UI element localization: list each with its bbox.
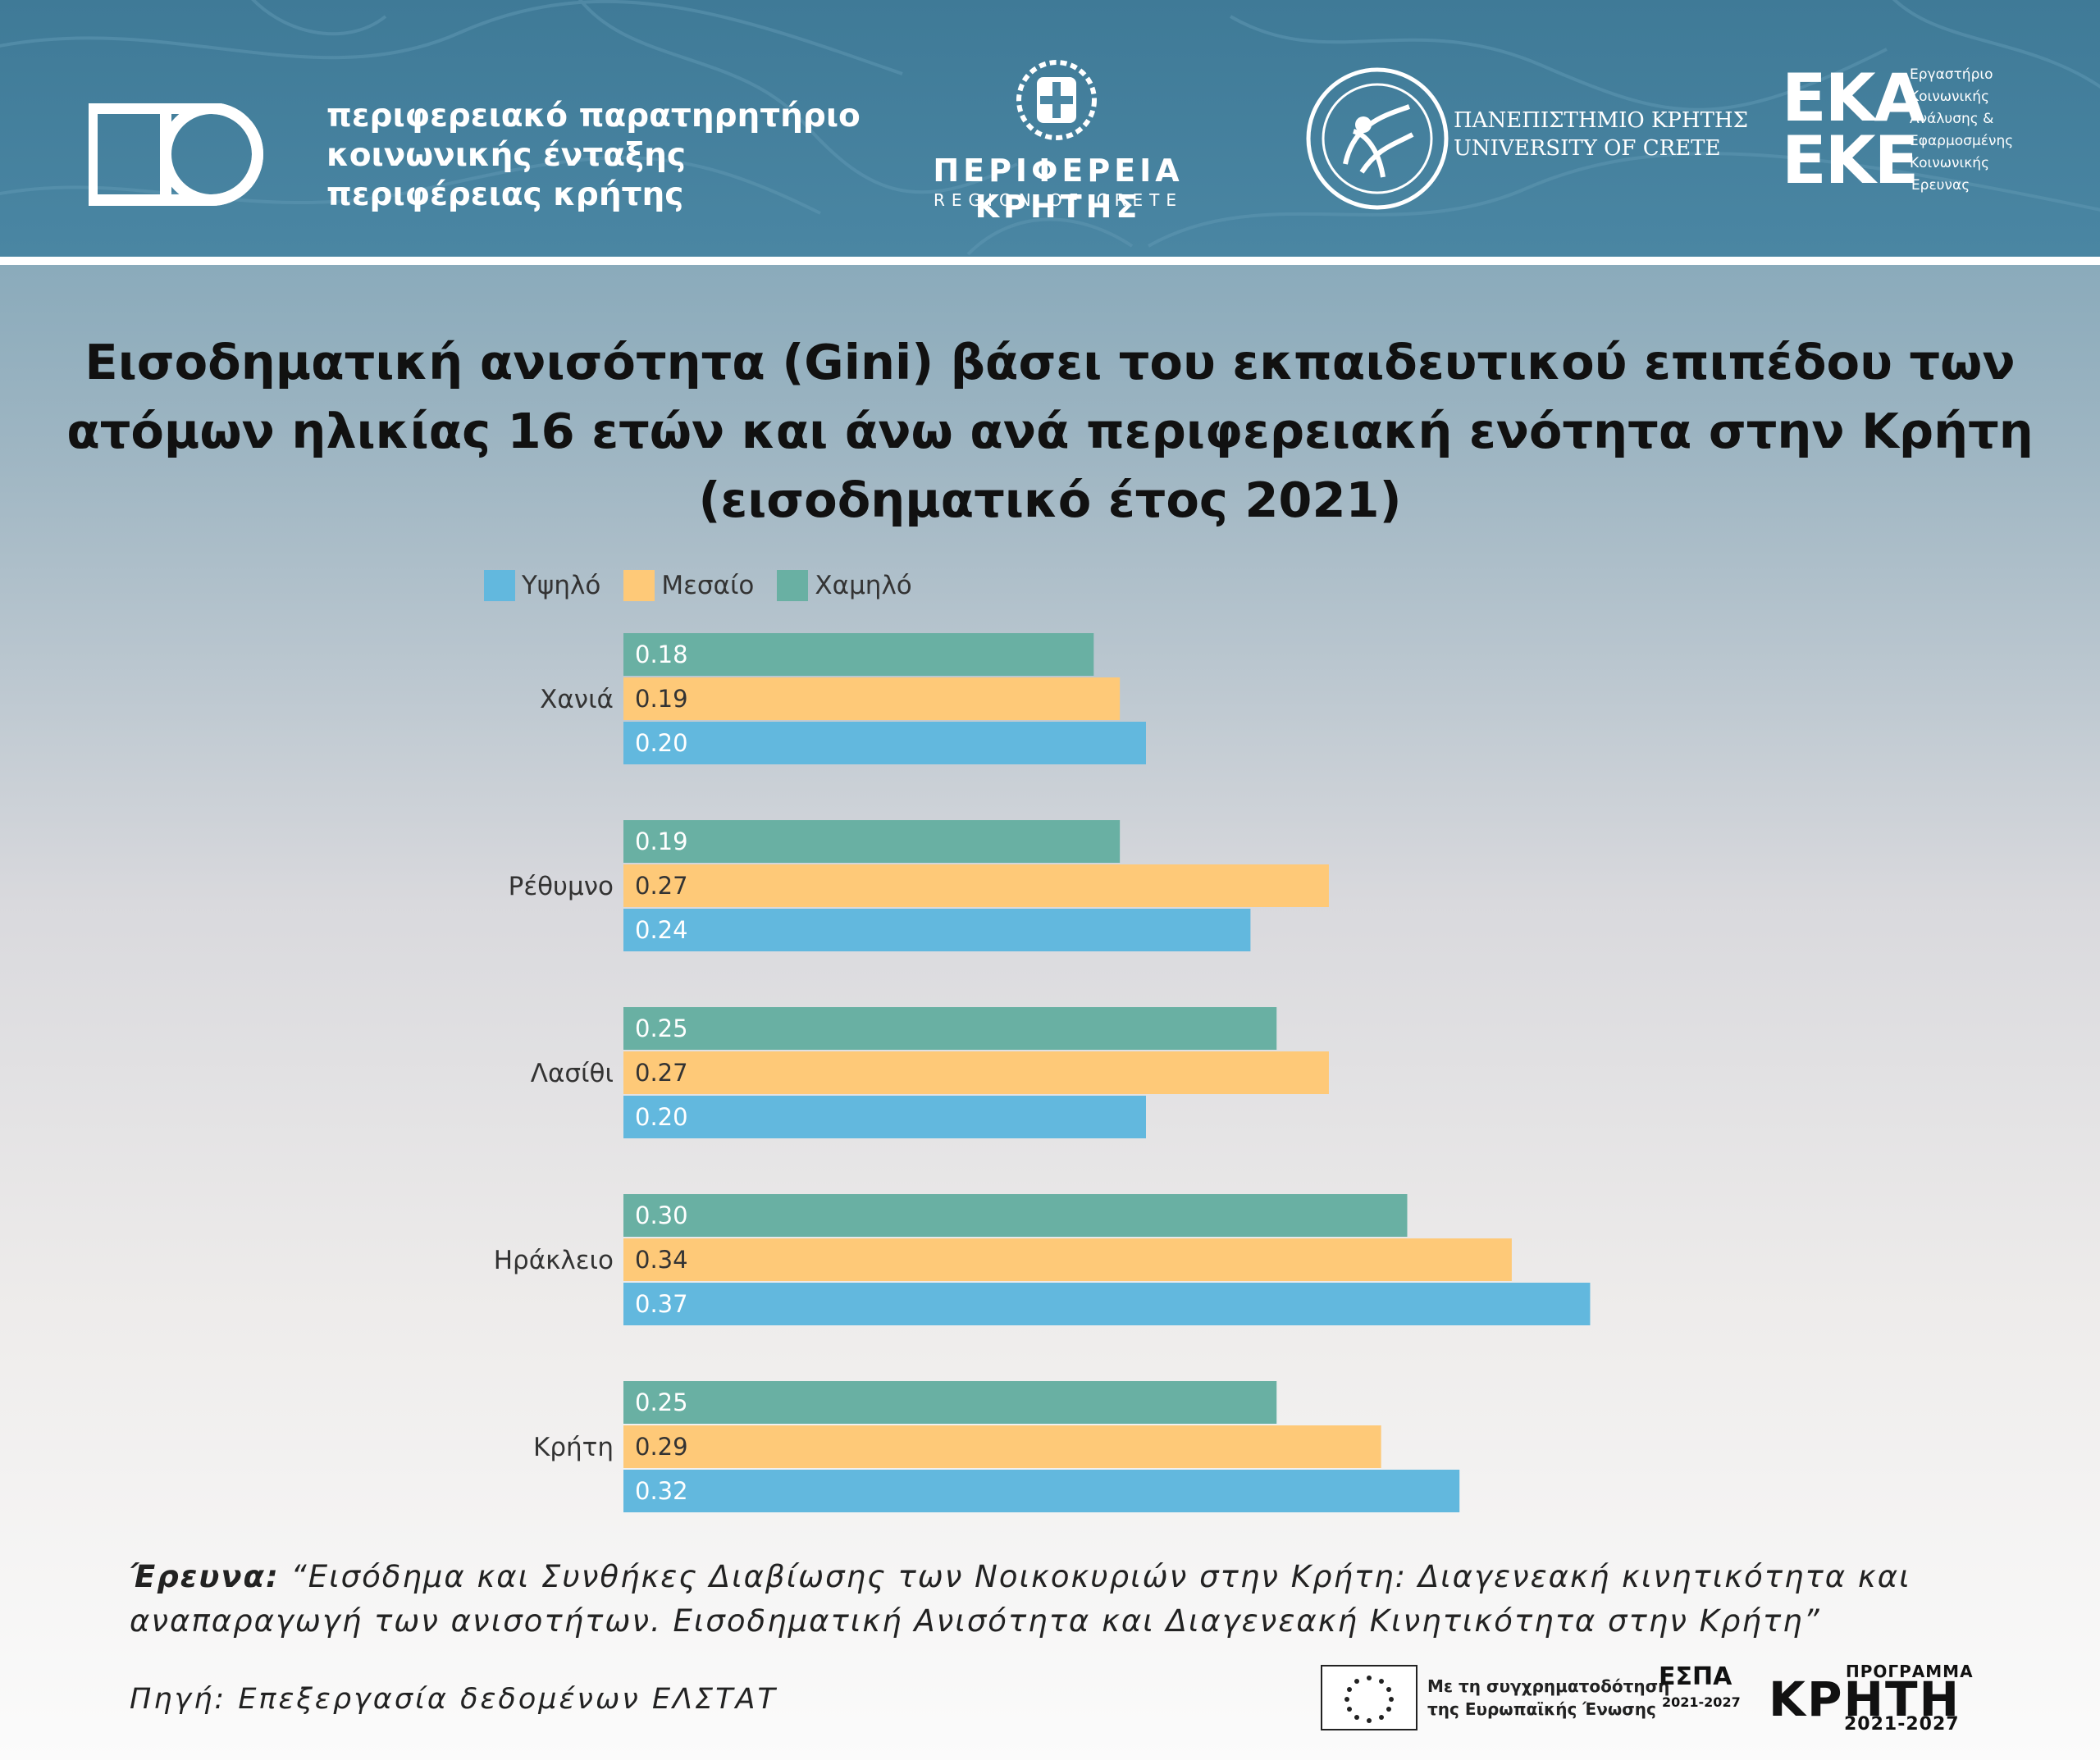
bar-high <box>623 1283 1591 1325</box>
category-label: Χανιά <box>540 685 614 714</box>
bar-medium <box>623 864 1329 907</box>
chart-title: Εισοδηματική ανισότητα (Gini) βάσει του … <box>49 328 2051 535</box>
bar-low <box>623 633 1094 676</box>
legend-item-low: Χαμηλό <box>777 570 912 601</box>
university-line-1: ΠΑΝΕΠΙΣΤΗΜΙΟ ΚΡΗΤΗΣ <box>1454 108 1748 133</box>
legend-label-medium: Μεσαίο <box>661 571 755 600</box>
bar-low <box>623 1007 1277 1050</box>
eka-small-6: Έρευνας <box>1910 177 1970 194</box>
bar-value-label: 0.27 <box>635 1059 688 1087</box>
bar-high <box>623 1470 1460 1512</box>
region-subtitle: REGION OF CRETE <box>934 190 1183 210</box>
observatory-logo-icon <box>89 103 263 206</box>
source-note: Πηγή: Επεξεργασία δεδομένων ΕΛΣΤΑΤ <box>130 1683 778 1716</box>
bar-value-label: 0.27 <box>635 872 688 900</box>
bar-value-label: 0.20 <box>635 1103 688 1131</box>
observatory-name: περιφερειακό παρατηρητήριο κοινωνικής έν… <box>326 97 861 215</box>
cofunding-text: Με τη συγχρηματοδότηση της Ευρωπαϊκής Έν… <box>1427 1675 1669 1721</box>
eka-small-5: Κοινωνικής <box>1910 155 1990 171</box>
category-label: Λασίθι <box>531 1059 614 1088</box>
bar-value-label: 0.37 <box>635 1290 688 1318</box>
title-line-1: Εισοδηματική ανισότητα (Gini) βάσει του … <box>84 334 2016 390</box>
cofund-line-1: Με τη συγχρηματοδότηση <box>1427 1676 1670 1696</box>
header-banner: περιφερειακό παρατηρητήριο κοινωνικής έν… <box>0 0 2100 257</box>
title-line-3: (εισοδηματικό έτος 2021) <box>698 472 1402 528</box>
eka-subtitle: Εργαστήριο Κοινωνικής Ανάλυσης & Εφαρμοσ… <box>1910 64 2013 197</box>
bar-medium <box>623 1425 1381 1468</box>
greek-emblem-icon <box>1016 60 1097 140</box>
legend-item-medium: Μεσαίο <box>623 570 754 601</box>
bar-low <box>623 1194 1408 1237</box>
region-name: ΠΕΡΙΦΕΡΕΙΑ ΚΡΗΤΗΣ <box>933 153 1184 225</box>
bar-value-label: 0.24 <box>635 916 688 944</box>
bar-medium <box>623 677 1121 720</box>
bar-value-label: 0.29 <box>635 1433 688 1461</box>
observatory-line-2: κοινωνικής ένταξης <box>326 137 686 174</box>
program-label: ΠΡΟΓΡΑΜΜΑ <box>1846 1662 1974 1681</box>
espa-logo: ΕΣΠΑ <box>1659 1662 1732 1691</box>
title-line-2: ατόμων ηλικίας 16 ετών και άνω ανά περιφ… <box>66 403 2034 459</box>
bar-value-label: 0.32 <box>635 1477 688 1505</box>
survey-note: Έρευνα: “Εισόδημα και Συνθήκες Διαβίωσης… <box>130 1555 2016 1644</box>
bar-high <box>623 909 1251 951</box>
header-divider <box>0 257 2100 265</box>
eka-small-4: Εφαρμοσμένης <box>1910 133 2014 149</box>
university-line-2: UNIVERSITY OF CRETE <box>1454 136 1721 161</box>
category-label: Ηράκλειο <box>494 1246 614 1275</box>
observatory-line-1: περιφερειακό παρατηρητήριο <box>326 98 861 135</box>
eka-logo-text: ΕΚΑ ΕΚΕ <box>1782 60 1925 198</box>
bar-low <box>623 1381 1277 1424</box>
eka-line-2: ΕΚΕ <box>1782 122 1919 198</box>
university-seal-icon <box>1306 67 1449 210</box>
legend-swatch-medium <box>623 570 655 601</box>
bar-medium <box>623 1238 1512 1281</box>
bar-value-label: 0.30 <box>635 1201 688 1229</box>
bar-value-label: 0.20 <box>635 729 688 757</box>
program-name: ΚΡΗΤΗ <box>1769 1671 1961 1727</box>
cofund-line-2: της Ευρωπαϊκής Ένωσης <box>1427 1699 1656 1719</box>
eu-flag-icon <box>1321 1665 1418 1730</box>
bar-value-label: 0.25 <box>635 1388 688 1416</box>
category-label: Κρήτη <box>533 1433 614 1462</box>
eka-small-2: Κοινωνικής <box>1910 89 1990 105</box>
legend-swatch-high <box>484 570 515 601</box>
topographic-pattern <box>0 0 2100 256</box>
bar-low <box>623 820 1121 863</box>
category-label: Ρέθυμνο <box>509 872 614 901</box>
university-name: ΠΑΝΕΠΙΣΤΗΜΙΟ ΚΡΗΤΗΣ UNIVERSITY OF CRETE <box>1454 107 1748 162</box>
espa-years: 2021-2027 <box>1662 1694 1741 1710</box>
bar-value-label: 0.19 <box>635 685 688 713</box>
eka-small-3: Ανάλυσης & <box>1910 111 1994 127</box>
bar-medium <box>623 1051 1329 1094</box>
eka-line-1: ΕΚΑ <box>1782 60 1925 136</box>
survey-text: “Εισόδημα και Συνθήκες Διαβίωσης των Νοι… <box>130 1559 1911 1639</box>
bar-value-label: 0.19 <box>635 828 688 855</box>
legend-label-high: Υψηλό <box>522 571 601 600</box>
bar-value-label: 0.18 <box>635 641 688 668</box>
observatory-line-3: περιφέρειας κρήτης <box>326 176 684 213</box>
eka-small-1: Εργαστήριο <box>1910 66 1993 83</box>
survey-label: Έρευνα: <box>130 1559 280 1594</box>
program-years: 2021-2027 <box>1844 1714 1960 1735</box>
bar-value-label: 0.25 <box>635 1015 688 1042</box>
legend-item-high: Υψηλό <box>484 570 600 601</box>
legend-swatch-low <box>777 570 809 601</box>
chart-legend: Υψηλό Μεσαίο Χαμηλό <box>484 569 920 602</box>
bar-high <box>623 1096 1146 1138</box>
bar-value-label: 0.34 <box>635 1246 688 1274</box>
legend-label-low: Χαμηλό <box>815 571 912 600</box>
bar-high <box>623 722 1146 764</box>
